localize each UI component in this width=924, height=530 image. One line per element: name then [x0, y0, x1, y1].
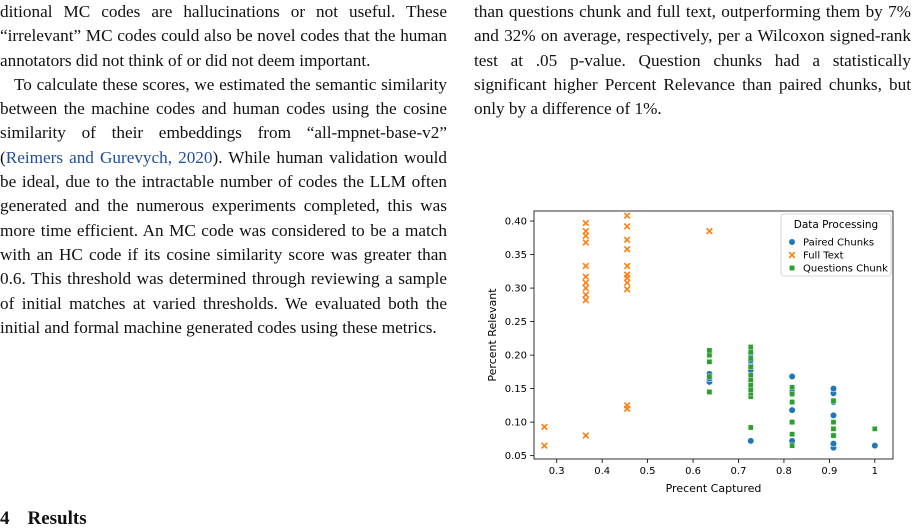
questions-chunk-point [747, 355, 754, 362]
legend-box [780, 213, 892, 277]
y-tick-label: 0.15 [505, 384, 527, 395]
x-axis-label: Precent Captured [666, 482, 762, 495]
y-tick-label: 0.40 [505, 217, 527, 228]
paragraph-2-text-b: ). While human validation would be ideal… [0, 147, 447, 337]
questions-chunk-point [830, 397, 837, 404]
citation-link[interactable]: Reimers and Gurevych, 2020 [5, 147, 213, 167]
full-text-point [623, 271, 631, 279]
questions-chunk-point [747, 382, 754, 389]
full-text-point [582, 273, 590, 281]
questions-chunk-point [706, 359, 713, 365]
scatter-chart: 0.3 0.4 0.5 0.6 0.7 0.8 0.9 1 0.05 0.10 0.15 0.20 0.… [486, 210, 894, 495]
legend-entry: Paired Chunks [803, 238, 874, 249]
x-tick-label: 0.9 [821, 466, 837, 477]
paired-chunks-point [829, 385, 838, 393]
questions-chunk-point [747, 344, 754, 350]
questions-chunk-point [872, 426, 878, 432]
y-tick-label: 0.05 [505, 451, 527, 462]
full-text-point [541, 442, 548, 449]
paired-chunks-point [788, 372, 796, 381]
questions-chunk-point [789, 419, 795, 425]
questions-chunk-point [789, 391, 795, 397]
full-text-point [582, 296, 590, 304]
legend-entry: Full Text [803, 251, 844, 262]
plot-frame [533, 210, 894, 460]
full-text-point [623, 223, 631, 230]
section-heading: 4 Results [0, 508, 87, 530]
full-text-point [541, 423, 548, 431]
questions-chunk-point [830, 426, 837, 432]
questions-chunk-point [789, 384, 795, 391]
paired-chunks-point [788, 406, 796, 414]
legend-entry: Questions Chunk [803, 264, 888, 275]
questions-chunk-point [747, 387, 754, 393]
full-text-point [582, 291, 590, 299]
full-text-point [623, 402, 631, 409]
legend-marker [788, 251, 796, 259]
questions-chunk-point [706, 373, 713, 380]
right-column: than questions chunk and full text, outp… [474, 0, 911, 121]
y-tick-label: 0.25 [505, 317, 527, 328]
questions-chunk-point [830, 419, 837, 425]
questions-chunk-point [789, 399, 795, 405]
y-tick-label: 0.20 [505, 351, 527, 362]
legend: Data Processing Paired Chunks Full Text Qu… [780, 213, 892, 277]
questions-chunk-point [747, 348, 754, 355]
y-axis-label: Percent Relevant [486, 288, 499, 382]
paired-chunks-point [747, 437, 755, 445]
right-paragraph: than questions chunk and full text, outp… [474, 2, 911, 119]
paired-chunks-point [829, 439, 838, 448]
x-tick-label: 0.4 [594, 466, 610, 477]
x-tick-label: 0.5 [640, 466, 656, 477]
questions-chunk-point [789, 442, 795, 449]
x-tick-label: 0.7 [731, 466, 747, 477]
questions-chunk-point [830, 432, 837, 439]
full-text-point [623, 236, 631, 244]
full-text-point [582, 227, 590, 235]
questions-chunk-point [706, 347, 713, 354]
full-text-point [582, 432, 590, 439]
x-tick-label: 1 [872, 466, 878, 477]
legend-title: Data Processing [794, 219, 878, 231]
full-text-point [623, 212, 631, 220]
full-text-point [582, 219, 590, 227]
full-text-point [623, 286, 631, 293]
questions-chunk-point [706, 352, 713, 358]
full-text-point [582, 284, 590, 292]
y-tick-label: 0.10 [505, 418, 527, 429]
paired-chunks-point [871, 441, 879, 450]
questions-chunk-point [789, 431, 795, 438]
legend-marker [788, 238, 796, 246]
full-text-point [623, 262, 631, 270]
full-text-point [623, 245, 631, 253]
y-tick-label: 0.30 [505, 284, 527, 295]
questions-chunk-point [747, 377, 754, 383]
paragraph-1: ditional MC codes are hallucinations or … [0, 2, 447, 70]
x-tick-label: 0.8 [776, 466, 792, 477]
left-column: ditional MC codes are hallucinations or … [0, 0, 447, 340]
y-tick-label: 0.35 [505, 250, 527, 261]
questions-chunk-point [747, 424, 754, 431]
scatter-figure: 0.3 0.4 0.5 0.6 0.7 0.8 0.9 1 0.05 0.10 0.15 0.20 0.… [474, 198, 914, 498]
x-tick-label: 0.3 [549, 466, 565, 477]
x-tick-label: 0.6 [685, 466, 701, 477]
full-text-point [582, 239, 590, 246]
full-text-point [706, 227, 713, 235]
legend-marker [789, 265, 795, 271]
section-title: Results [27, 508, 87, 529]
paragraph-2: To calculate these scores, we estimated … [0, 73, 447, 340]
full-text-point [582, 262, 590, 270]
questions-chunk-point [747, 372, 754, 379]
paragraph-2-text-a: To calculate these scores, we estimated … [0, 74, 447, 167]
questions-chunk-point [747, 364, 754, 370]
section-number: 4 [0, 508, 10, 529]
full-text-point [582, 279, 590, 287]
paired-chunks-point [829, 411, 838, 420]
questions-chunk-point [706, 389, 713, 395]
